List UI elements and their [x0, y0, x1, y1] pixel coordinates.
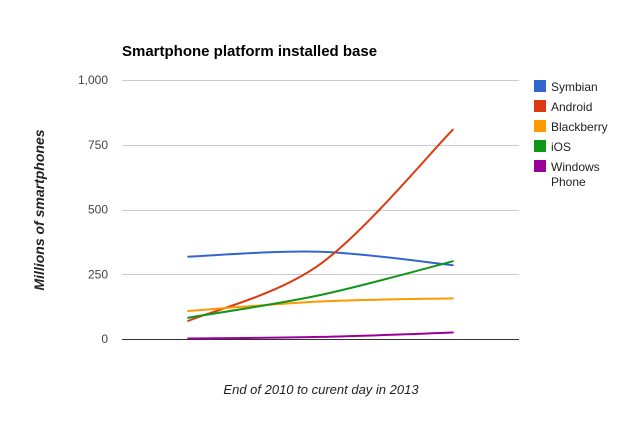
legend-swatch-ios: [534, 140, 546, 152]
legend-swatch-blackberry: [534, 120, 546, 132]
gridlines: [122, 80, 519, 340]
x-axis-label: End of 2010 to curent day in 2013: [223, 382, 419, 397]
legend-label-android: Android: [551, 100, 592, 114]
y-tick-label: 750: [88, 138, 108, 152]
legend-label-windows-phone: Windows Phone: [551, 160, 600, 189]
series-line-ios: [187, 260, 454, 319]
series-line-android: [187, 128, 454, 322]
legend-label-blackberry: Blackberry: [551, 120, 608, 134]
chart-title: Smartphone platform installed base: [122, 43, 377, 60]
legend-label-symbian: Symbian: [551, 80, 598, 94]
y-tick-label: 0: [101, 332, 108, 346]
series-line-blackberry: [187, 297, 454, 313]
y-tick-label: 250: [88, 267, 108, 281]
series-line-windows-phone: [187, 331, 454, 340]
legend-swatch-android: [534, 100, 546, 112]
legend-label-ios: iOS: [551, 140, 571, 154]
y-tick-label: 1,000: [78, 73, 108, 87]
legend-swatch-symbian: [534, 80, 546, 92]
y-axis-label: Millions of smartphones: [31, 129, 47, 290]
legend: Symbian Android Blackberry iOS Windows Phone: [534, 80, 608, 189]
y-tick-label: 500: [88, 203, 108, 217]
y-tick-labels: 0 250 500 750 1,000: [78, 73, 108, 346]
series-lines: [187, 128, 454, 340]
legend-swatch-windows-phone: [534, 160, 546, 172]
series-line-symbian: [187, 250, 454, 267]
